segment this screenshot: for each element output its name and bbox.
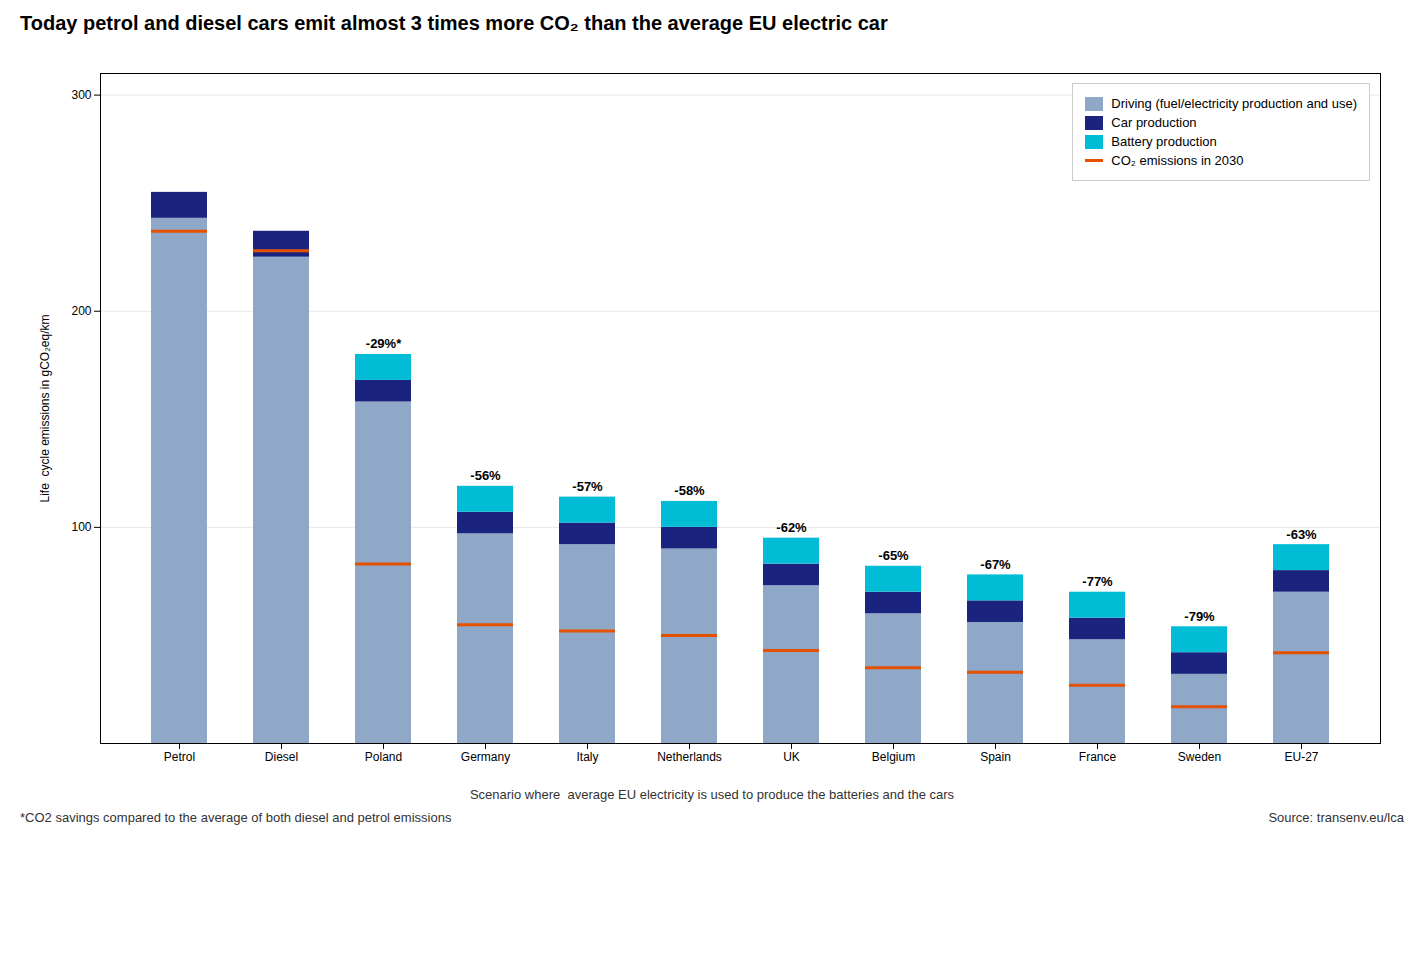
svg-text:Germany: Germany	[461, 750, 510, 764]
svg-text:-29%*: -29%*	[366, 336, 402, 351]
svg-text:-77%: -77%	[1082, 574, 1113, 589]
svg-text:-57%: -57%	[572, 479, 603, 494]
svg-text:Belgium: Belgium	[872, 750, 915, 764]
svg-text:300: 300	[71, 88, 91, 102]
html-text:Source: transenv.eu/lca: Source: transenv.eu/lca	[1268, 810, 1404, 825]
svg-text:Sweden: Sweden	[1178, 750, 1221, 764]
svg-text:Life cycle emissions in gCO₂e: Life cycle emissions in gCO₂eq/km	[38, 314, 52, 502]
html-text:Scenario where average EU elec: Scenario where average EU electricity is…	[469, 787, 955, 802]
html-text:CO₂ emissions in 2030: CO₂ emissions in 2030	[1111, 153, 1244, 168]
svg-text:-65%: -65%	[878, 548, 909, 563]
html-text:Today petrol and diesel cars e: Today petrol and diesel cars emit almost…	[20, 12, 888, 34]
svg-text:-79%: -79%	[1184, 609, 1215, 624]
svg-text:-62%: -62%	[776, 520, 807, 535]
svg-text:-67%: -67%	[980, 557, 1011, 572]
svg-text:-58%: -58%	[674, 483, 705, 498]
svg-text:EU-27: EU-27	[1284, 750, 1318, 764]
html-text:Battery production: Battery production	[1111, 134, 1217, 149]
svg-text:-63%: -63%	[1286, 527, 1317, 542]
svg-text:100: 100	[71, 520, 91, 534]
svg-text:Italy: Italy	[576, 750, 598, 764]
svg-text:-56%: -56%	[470, 468, 501, 483]
svg-text:Diesel: Diesel	[265, 750, 298, 764]
svg-text:Netherlands: Netherlands	[657, 750, 722, 764]
html-text:Car production: Car production	[1111, 115, 1197, 130]
html-text:Driving (fuel/electricity prod: Driving (fuel/electricity production and…	[1111, 96, 1357, 111]
svg-text:Petrol: Petrol	[164, 750, 195, 764]
svg-text:200: 200	[71, 304, 91, 318]
html-text:*CO2 savings compared to the a: *CO2 savings compared to the average of …	[20, 810, 452, 825]
svg-text:UK: UK	[783, 750, 800, 764]
svg-text:France: France	[1079, 750, 1117, 764]
svg-text:Poland: Poland	[365, 750, 402, 764]
svg-text:Spain: Spain	[980, 750, 1011, 764]
